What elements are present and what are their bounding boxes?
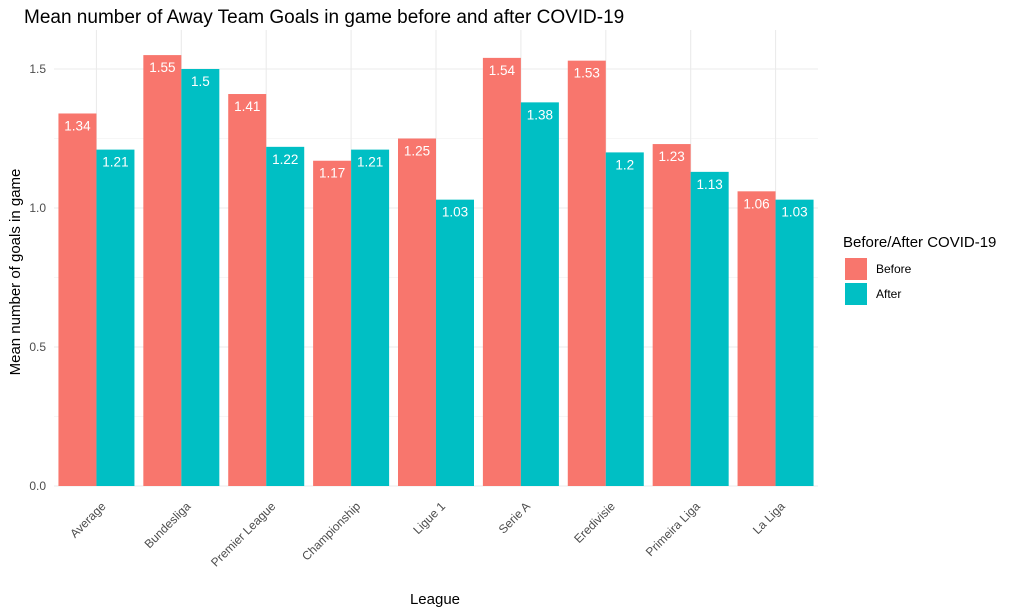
y-axis-ticks: 0.0 0.5 1.0 1.5 <box>29 62 46 493</box>
bar-value-label: 1.38 <box>527 107 553 122</box>
y-tick-label: 0.5 <box>29 340 46 354</box>
bar-value-label: 1.54 <box>489 63 516 78</box>
bar-value-label: 1.23 <box>659 149 685 164</box>
x-tick-label: Ligue 1 <box>410 499 448 537</box>
bar-after <box>181 69 220 486</box>
bar-before <box>737 191 776 486</box>
bar-before <box>398 138 436 486</box>
x-axis-ticks: Average Bundesliga Premier League Champions… <box>67 499 788 570</box>
bar-labels: 1.341.551.411.171.251.54 1.531.231.061.21… <box>64 60 807 220</box>
x-tick-label: Championship <box>299 499 363 563</box>
y-axis-title: Mean number of goals in game <box>7 169 24 376</box>
bar-value-label: 1.2 <box>615 157 634 172</box>
bar-after <box>775 199 814 486</box>
bar-value-label: 1.5 <box>191 74 210 89</box>
bar-before <box>313 160 352 487</box>
chart-title: Mean number of Away Team Goals in game b… <box>24 7 624 28</box>
bar-before <box>652 144 691 486</box>
bar-before <box>58 113 97 486</box>
y-tick-label: 1.0 <box>29 201 46 215</box>
bar-before <box>567 60 606 486</box>
bar-value-label: 1.41 <box>234 99 260 114</box>
bar-after <box>266 146 305 486</box>
x-tick-label: Primeira Liga <box>643 499 703 559</box>
bars <box>58 55 814 487</box>
bar-value-label: 1.22 <box>272 152 298 167</box>
x-axis-title: League <box>410 591 460 608</box>
bar-after <box>605 152 644 486</box>
bar-before <box>482 57 521 486</box>
x-tick-label: Premier League <box>208 499 279 570</box>
bar-value-label: 1.17 <box>319 166 345 181</box>
legend-title: Before/After COVID-19 <box>843 234 996 251</box>
bar-value-label: 1.55 <box>149 60 175 75</box>
bar-value-label: 1.21 <box>102 155 128 170</box>
legend-label-before: Before <box>876 262 912 276</box>
bar-after <box>96 149 135 486</box>
bar-after <box>690 171 729 487</box>
bar-value-label: 1.25 <box>404 144 430 159</box>
bar-before <box>228 94 267 487</box>
bar-value-label: 1.34 <box>64 118 91 133</box>
bar-after <box>436 199 474 486</box>
x-tick-label: Average <box>67 499 109 541</box>
bar-value-label: 1.03 <box>442 205 468 220</box>
legend-label-after: After <box>876 287 901 301</box>
bar-value-label: 1.06 <box>743 196 769 211</box>
x-tick-label: Serie A <box>496 499 533 536</box>
x-tick-label: La Liga <box>750 499 788 537</box>
legend-key-before <box>845 258 867 280</box>
bar-value-label: 1.21 <box>357 155 383 170</box>
legend-key-after <box>845 283 867 305</box>
bar-value-label: 1.03 <box>781 205 807 220</box>
x-tick-label: Bundesliga <box>142 499 194 551</box>
bar-before <box>143 55 182 486</box>
y-tick-label: 0.0 <box>29 479 46 493</box>
x-tick-label: Eredivisie <box>571 499 618 546</box>
bar-after <box>351 149 390 486</box>
legend: Before/After COVID-19 Before After <box>843 234 996 305</box>
y-tick-label: 1.5 <box>29 62 46 76</box>
bar-value-label: 1.13 <box>697 177 723 192</box>
bar-after <box>520 102 559 487</box>
bar-value-label: 1.53 <box>574 66 600 81</box>
